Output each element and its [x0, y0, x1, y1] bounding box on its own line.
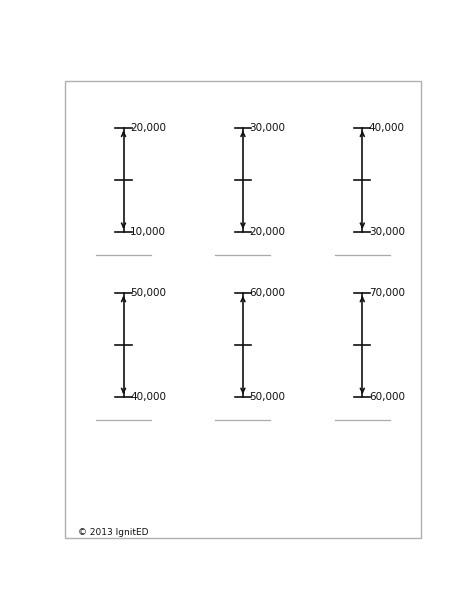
Text: 70,000: 70,000	[369, 288, 405, 298]
Text: 20,000: 20,000	[130, 123, 166, 133]
Text: 40,000: 40,000	[130, 392, 166, 402]
Text: 50,000: 50,000	[130, 288, 166, 298]
Text: 50,000: 50,000	[249, 392, 285, 402]
Text: 10,000: 10,000	[130, 227, 166, 237]
Text: 60,000: 60,000	[369, 392, 405, 402]
Text: 30,000: 30,000	[369, 227, 405, 237]
Text: 30,000: 30,000	[249, 123, 285, 133]
Text: 40,000: 40,000	[369, 123, 405, 133]
Text: 20,000: 20,000	[249, 227, 285, 237]
Text: © 2013 IgnitED: © 2013 IgnitED	[78, 528, 148, 537]
Text: 60,000: 60,000	[249, 288, 285, 298]
